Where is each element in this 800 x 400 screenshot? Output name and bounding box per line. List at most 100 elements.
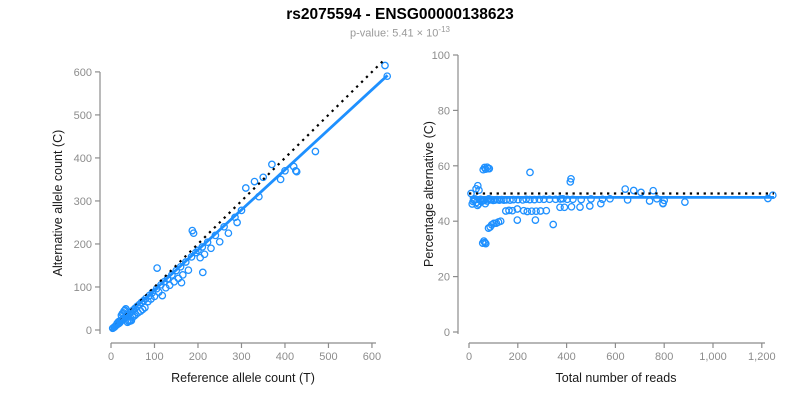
data-point: [268, 160, 276, 169]
chart-title: rs2075594 - ENSG00000138623: [286, 6, 514, 23]
data-point: [178, 271, 187, 279]
x-tick-label: 1,000: [699, 351, 727, 363]
fit-line: [110, 74, 389, 332]
y-tick-label: 600: [74, 67, 92, 79]
x-tick-label: 800: [655, 351, 673, 363]
left-yaxis-label: Alternative allele count (C): [51, 129, 65, 277]
data-point: [542, 206, 551, 215]
data-point: [527, 207, 536, 216]
data-point: [200, 250, 209, 259]
data-point: [637, 188, 645, 197]
data-point: [276, 175, 285, 184]
x-tick-label: 0: [466, 351, 472, 363]
y-tick-label: 80: [438, 105, 450, 117]
percentage-vs-reads-plot: 0 200 400 600 800 1,000 1,200 0 20 40 60 80 100: [432, 50, 777, 363]
data-point: [531, 216, 540, 224]
data-point: [649, 186, 658, 195]
data-point: [526, 168, 534, 177]
data-point: [475, 186, 483, 195]
data-point: [198, 268, 207, 277]
data-point: [184, 266, 193, 275]
chart-subtitle: p-value: 5.41 × 10-13: [0, 25, 800, 40]
data-point: [519, 206, 528, 215]
pvalue-exponent: -13: [438, 25, 450, 34]
y-tick-label: 100: [74, 282, 92, 294]
percentage-vs-reads-points: [467, 163, 777, 248]
data-point: [560, 203, 569, 212]
data-point: [485, 164, 494, 173]
x-tick-label: 600: [363, 351, 381, 363]
data-point: [381, 61, 389, 70]
y-tick-label: 0: [86, 325, 92, 337]
x-tick-label: 600: [606, 351, 624, 363]
right-xaxis-label: Total number of reads: [555, 371, 677, 385]
y-tick-label: 100: [432, 50, 450, 62]
data-point: [177, 278, 186, 287]
left-xaxis-label: Reference allele count (T): [171, 371, 315, 385]
data-point: [158, 291, 167, 300]
data-point: [141, 303, 149, 312]
data-point: [473, 181, 482, 190]
data-point: [189, 229, 198, 238]
data-point: [259, 173, 268, 182]
x-tick-label: 100: [145, 351, 163, 363]
data-point: [549, 220, 558, 229]
allele-counts-points: [108, 61, 392, 333]
data-point: [220, 222, 228, 231]
right-yaxis-label: Percentage alternative (C): [422, 121, 436, 267]
data-point: [556, 203, 564, 212]
y-tick-label: 400: [74, 153, 92, 165]
data-point: [621, 185, 630, 193]
data-point: [241, 184, 250, 192]
data-point: [629, 186, 638, 195]
x-tick-label: 500: [319, 351, 337, 363]
data-point: [566, 178, 575, 186]
data-point: [292, 167, 301, 176]
x-tick-label: 0: [108, 351, 114, 363]
data-point: [153, 264, 161, 272]
data-point: [567, 202, 576, 211]
data-point: [567, 174, 575, 183]
pvalue-text: p-value: 5.41 × 10: [350, 27, 439, 40]
data-point: [576, 203, 584, 211]
data-point: [176, 262, 185, 271]
data-point: [513, 216, 522, 224]
data-point: [250, 177, 259, 186]
y-tick-label: 60: [438, 161, 450, 173]
data-point: [383, 72, 392, 81]
data-point: [215, 237, 224, 246]
data-point: [311, 147, 320, 156]
x-tick-label: 400: [557, 351, 575, 363]
data-point: [585, 202, 594, 210]
y-tick-label: 200: [74, 239, 92, 251]
allele-counts-plot: 0 100 200 300 400 500 600 0 100 200 300 400 500 600: [74, 58, 392, 363]
y-tick-label: 0: [444, 327, 450, 339]
data-point: [505, 206, 513, 215]
x-tick-label: 200: [509, 351, 527, 363]
data-point: [150, 292, 159, 301]
y-tick-label: 20: [438, 272, 450, 284]
data-point: [224, 229, 233, 238]
data-point: [481, 238, 489, 247]
data-point: [606, 194, 614, 203]
data-point: [172, 266, 181, 275]
data-point: [559, 194, 567, 203]
data-point: [659, 199, 667, 208]
y-tick-label: 40: [438, 216, 450, 228]
data-point: [481, 239, 490, 248]
data-point: [523, 207, 532, 216]
x-tick-label: 300: [232, 351, 250, 363]
data-point: [181, 258, 190, 266]
data-point: [532, 207, 540, 216]
data-point: [207, 244, 215, 253]
data-point: [508, 206, 517, 215]
data-point: [653, 194, 661, 203]
data-point: [587, 195, 595, 203]
y-tick-label: 500: [74, 110, 92, 122]
data-point: [187, 253, 196, 261]
data-point: [237, 206, 246, 215]
data-point: [233, 218, 241, 227]
data-point: [196, 253, 205, 262]
data-point: [681, 198, 689, 206]
